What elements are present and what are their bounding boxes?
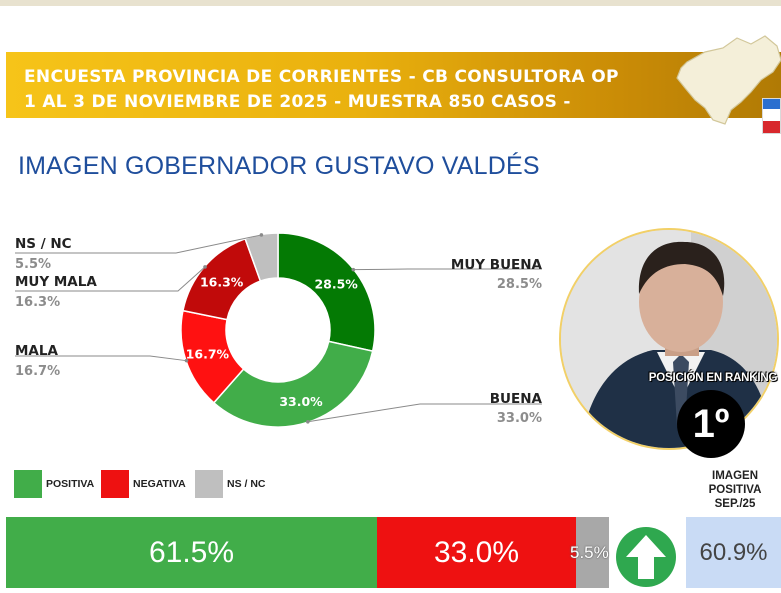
pct-ns-nc: 5.5% xyxy=(15,257,52,272)
slice-label-mala: 16.7% xyxy=(186,347,230,362)
leader-dot-mala xyxy=(184,358,189,363)
ranking-badge: 1º xyxy=(677,390,745,458)
label-mala: MALA xyxy=(15,343,58,359)
summary-label-nsnc: 5.5% xyxy=(570,543,609,562)
leader-dot-ns-nc xyxy=(259,233,264,237)
summary-label-negativa: 33.0% xyxy=(433,536,520,569)
corrientes-map-icon xyxy=(676,35,781,125)
legend-swatch-negativa xyxy=(101,470,129,498)
previous-value: 60.9% xyxy=(699,539,768,566)
leader-line-muy-buena xyxy=(353,268,542,271)
pct-muy-mala: 16.3% xyxy=(15,295,61,310)
summary-label-positiva: 61.5% xyxy=(148,536,235,569)
slice-label-muy-mala: 16.3% xyxy=(200,274,244,289)
header-line-2: 1 AL 3 DE NOVIEMBRE DE 2025 - MUESTRA 85… xyxy=(24,92,571,112)
leader-line-muy-mala xyxy=(15,266,206,292)
legend-label-nsnc: NS / NC xyxy=(227,478,266,490)
governor-avatar xyxy=(559,228,779,450)
leader-dot-muy-buena xyxy=(351,267,356,272)
leader-dot-buena xyxy=(306,419,310,424)
label-buena: BUENA xyxy=(489,391,542,407)
label-muy-mala: MUY MALA xyxy=(15,274,97,290)
summary-segment-positiva xyxy=(6,517,377,588)
previous-value-box xyxy=(686,517,781,588)
legend-label-positiva: POSITIVA xyxy=(46,478,95,490)
top-border xyxy=(0,0,781,6)
leader-dot-muy-mala xyxy=(203,265,207,269)
governor-portrait-icon xyxy=(561,230,777,448)
summary-segment-negativa xyxy=(377,517,576,588)
previous-label-line-3: SEP./25 xyxy=(714,498,756,510)
header-banner: ENCUESTA PROVINCIA DE CORRIENTES - CB CO… xyxy=(6,52,781,118)
trend-up-icon xyxy=(616,527,676,587)
label-muy-buena: MUY BUENA xyxy=(450,257,542,273)
donut-slice-buena xyxy=(212,340,374,428)
leader-line-ns-nc xyxy=(15,234,262,254)
legend-swatch-nsnc xyxy=(195,470,223,498)
summary-segment-ns-nc xyxy=(576,517,609,588)
previous-label-line-2: POSITIVA xyxy=(708,484,762,496)
leader-line-mala xyxy=(15,355,187,362)
leader-line-buena xyxy=(307,403,542,423)
legend-label-negativa: NEGATIVA xyxy=(133,478,186,490)
previous-label-line-1: IMAGEN xyxy=(712,470,758,482)
page-title: IMAGEN GOBERNADOR GUSTAVO VALDÉS xyxy=(18,152,540,180)
legend-swatch-positiva xyxy=(14,470,42,498)
ranking-caption: POSICIÓN EN RANKING xyxy=(648,372,778,384)
slice-label-muy-buena: 28.5% xyxy=(314,276,358,291)
header-line-1: ENCUESTA PROVINCIA DE CORRIENTES - CB CO… xyxy=(24,67,619,87)
corrientes-flag-icon xyxy=(762,98,781,134)
label-ns-nc: NS / NC xyxy=(15,236,72,252)
slice-label-buena: 33.0% xyxy=(279,394,323,409)
pct-buena: 33.0% xyxy=(496,411,542,426)
donut-slice-muy-buena xyxy=(277,232,376,353)
pct-muy-buena: 28.5% xyxy=(496,277,542,292)
pct-mala: 16.7% xyxy=(15,364,61,379)
